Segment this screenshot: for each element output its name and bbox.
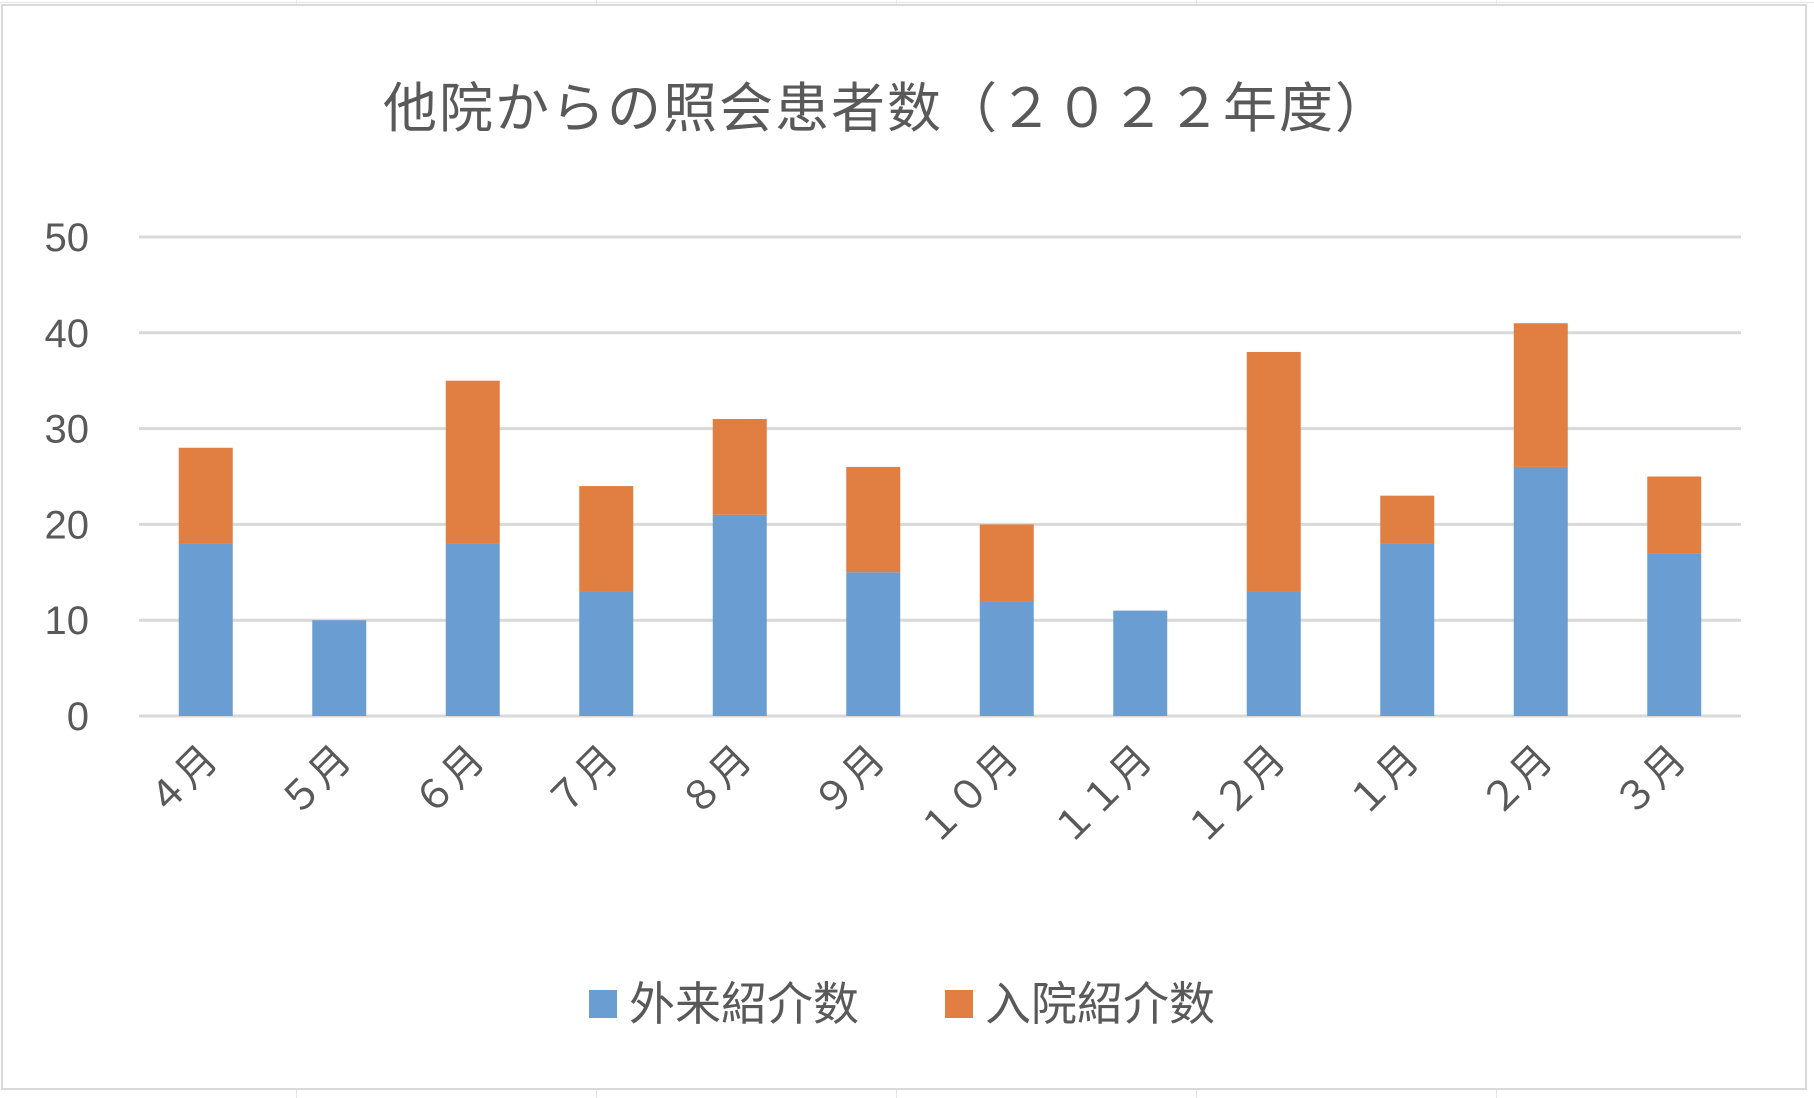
x-axis-tick-labels: ４月 ５月 ６月 ７月 ８月 ９月 １０月 １１月 １２月 １月 ２月 ３月 [138, 737, 1696, 854]
bar-outpatient[interactable] [846, 572, 901, 716]
x-tick-label: １月 [1339, 737, 1428, 826]
bar-inpatient[interactable] [1513, 323, 1568, 467]
legend-swatch [589, 990, 617, 1018]
bar-inpatient[interactable] [712, 419, 767, 515]
y-tick-label: 0 [67, 695, 89, 739]
bar-outpatient[interactable] [1380, 543, 1435, 716]
x-tick-label: １０月 [910, 737, 1027, 854]
y-tick-label: 20 [45, 503, 90, 547]
x-tick-label: ２月 [1473, 737, 1562, 826]
chart-title: 他院からの照会患者数（２０２２年度） [383, 77, 1391, 140]
bar-outpatient[interactable] [1246, 591, 1301, 716]
bar-outpatient[interactable] [178, 543, 233, 716]
x-tick-label: ３月 [1606, 737, 1695, 826]
bar-outpatient[interactable] [579, 591, 634, 716]
legend-item-outpatient[interactable]: 外来紹介数 [589, 977, 859, 1031]
bars [178, 323, 1702, 716]
x-tick-label: １２月 [1177, 737, 1294, 854]
bar-outpatient[interactable] [979, 601, 1034, 716]
bar-inpatient[interactable] [1647, 476, 1702, 554]
sheet-gridline [0, 2, 1814, 3]
chart-area[interactable]: 他院からの照会患者数（２０２２年度） 0 10 20 30 40 50 ４月 ５月 ６月 ７月 ８… [1, 4, 1807, 1090]
legend-label: 外来紹介数 [629, 977, 859, 1031]
bar-inpatient[interactable] [846, 466, 901, 573]
gridlines [139, 235, 1741, 718]
y-tick-label: 50 [45, 216, 90, 260]
legend-item-inpatient[interactable]: 入院紹介数 [945, 977, 1215, 1031]
x-tick-label: ６月 [405, 737, 494, 826]
chart-svg: 他院からの照会患者数（２０２２年度） 0 10 20 30 40 50 ４月 ５月 ６月 ７月 ８… [45, 77, 1741, 1031]
x-tick-label: ８月 [672, 737, 761, 826]
y-axis-tick-labels: 0 10 20 30 40 50 [45, 216, 90, 739]
bar-inpatient[interactable] [1380, 495, 1435, 544]
x-tick-label: ９月 [805, 737, 894, 826]
legend-label: 入院紹介数 [985, 977, 1215, 1031]
bar-inpatient[interactable] [979, 524, 1034, 602]
bar-inpatient[interactable] [445, 380, 500, 544]
bar-outpatient[interactable] [712, 514, 767, 716]
bar-outpatient[interactable] [445, 543, 500, 716]
legend[interactable]: 外来紹介数 入院紹介数 [589, 977, 1215, 1031]
y-tick-label: 40 [45, 312, 90, 356]
bar-outpatient[interactable] [312, 620, 367, 716]
bar-outpatient[interactable] [1113, 610, 1168, 716]
y-tick-label: 10 [45, 599, 90, 643]
bar-inpatient[interactable] [178, 447, 233, 544]
x-tick-label: ４月 [138, 737, 227, 826]
bar-outpatient[interactable] [1647, 553, 1702, 716]
legend-swatch [945, 990, 973, 1018]
x-tick-label: １１月 [1044, 737, 1161, 854]
bar-inpatient[interactable] [1246, 351, 1301, 592]
bar-inpatient[interactable] [579, 486, 634, 592]
x-tick-label: ７月 [538, 737, 627, 826]
bar-outpatient[interactable] [1513, 466, 1568, 716]
x-tick-label: ５月 [271, 737, 360, 826]
y-tick-label: 30 [45, 408, 90, 452]
